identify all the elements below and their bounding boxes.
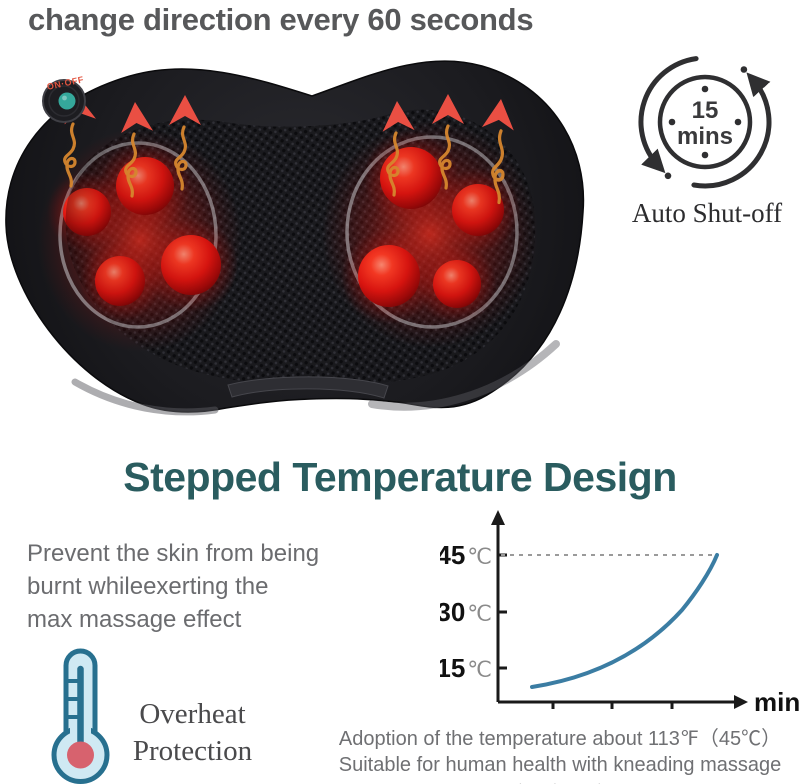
outer-dot (664, 172, 672, 180)
pillow-strap (227, 376, 389, 399)
timer-value: 15 (692, 97, 719, 124)
mesh-vignette (65, 109, 536, 386)
ytick-45: 45℃ (440, 540, 492, 570)
page-title: change direction every 60 seconds (28, 2, 534, 37)
massage-pillow-image: ON·OFF (5, 60, 585, 416)
timer-dial-dots (668, 85, 742, 159)
section-heading: Stepped Temperature Design (123, 454, 677, 500)
ytick-30: 30℃ (440, 597, 492, 627)
pillow-foam-rim (71, 378, 219, 416)
pillow-foam-rim (368, 340, 560, 411)
section-description: Prevent the skin from being burnt whilee… (27, 540, 320, 633)
thermometer-icon (51, 648, 110, 784)
power-button-led (58, 92, 76, 110)
ytick-15: 15℃ (440, 653, 492, 683)
auto-shutoff-caption: Auto Shut-off (631, 198, 783, 228)
thermometer-bulb (67, 741, 94, 769)
timer-dial (657, 74, 753, 170)
temperature-curve (530, 553, 719, 689)
timer-icon: 15 mins (638, 56, 772, 189)
x-ticks (551, 702, 674, 709)
x-axis-label: min (754, 687, 800, 717)
x-axis-arrow (734, 695, 748, 709)
power-button: ON·OFF (42, 74, 86, 123)
rotation-arrow (691, 72, 772, 189)
overheat-protection-label: Overheat Protection (132, 698, 253, 767)
caption-line-1: Adoption of the temperature about 113℉（4… (338, 728, 782, 750)
caption-line-2: Suitable for human health with kneading … (338, 754, 782, 784)
y-axis-arrow (491, 510, 505, 525)
rotation-arrow (638, 56, 699, 174)
chart-caption: Adoption of the temperature about 113℉（4… (320, 726, 800, 784)
temperature-chart: 45℃ 30℃ 15℃ min (440, 510, 800, 717)
thermometer-ticks (67, 679, 78, 719)
outer-dot (740, 66, 748, 73)
timer-unit: mins (677, 123, 733, 150)
